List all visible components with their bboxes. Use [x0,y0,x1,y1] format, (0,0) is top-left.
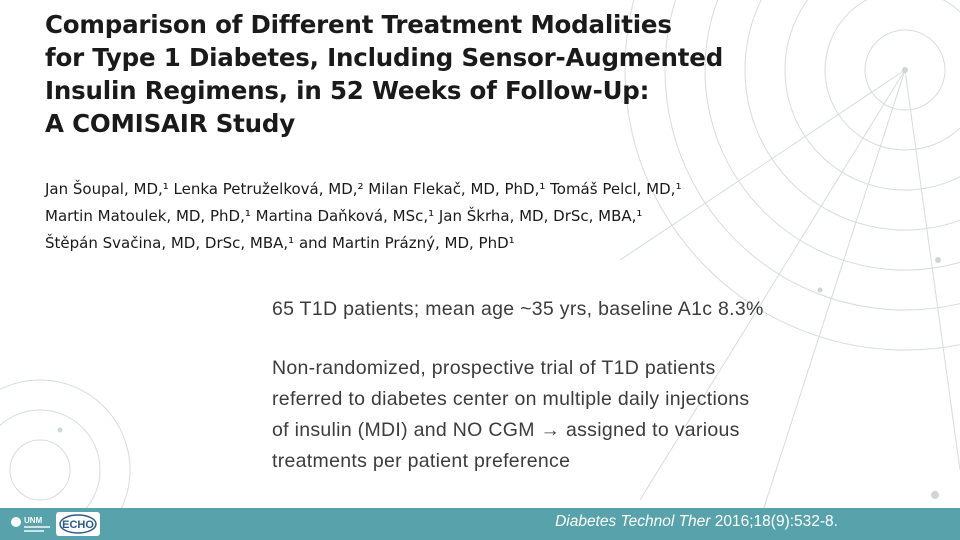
author-line: Martin Matoulek, MD, PhD,¹ Martina Daňko… [45,207,643,225]
title-line: for Type 1 Diabetes, Including Sensor-Au… [45,43,724,72]
title-line: A COMISAIR Study [45,109,296,138]
citation-details: 2016;18(9):532-8. [710,513,838,530]
slide-title: Comparison of Different Treatment Modali… [45,8,805,140]
study-design-line: of insulin (MDI) and NO CGM → assigned t… [272,419,740,441]
journal-citation: Diabetes Technol Ther 2016;18(9):532-8. [555,513,838,531]
footer-bar: UNM ECHO Diabetes Technol Ther 2016;18(9… [0,508,960,540]
study-design-text: Non-randomized, prospective trial of T1D… [272,353,912,477]
journal-name: Diabetes Technol Ther [555,513,711,530]
study-design-line: treatments per patient preference [272,450,571,472]
unm-logo-text: UNM [24,516,43,525]
author-line: Jan Šoupal, MD,¹ Lenka Petruželková, MD,… [45,180,682,198]
title-line: Comparison of Different Treatment Modali… [45,10,672,39]
title-line: Insulin Regimens, in 52 Weeks of Follow-… [45,76,650,105]
study-design-line: referred to diabetes center on multiple … [272,388,750,410]
echo-logo: ECHO [56,512,100,536]
patient-summary-text: 65 T1D patients; mean age ~35 yrs, basel… [272,298,764,320]
echo-logo-text: ECHO [62,519,94,531]
study-design-line: Non-randomized, prospective trial of T1D… [272,357,716,379]
author-list: Jan Šoupal, MD,¹ Lenka Petruželková, MD,… [45,176,805,257]
unm-logo: UNM [11,516,50,532]
author-line: Štěpán Svačina, MD, DrSc, MBA,¹ and Mart… [45,234,515,252]
